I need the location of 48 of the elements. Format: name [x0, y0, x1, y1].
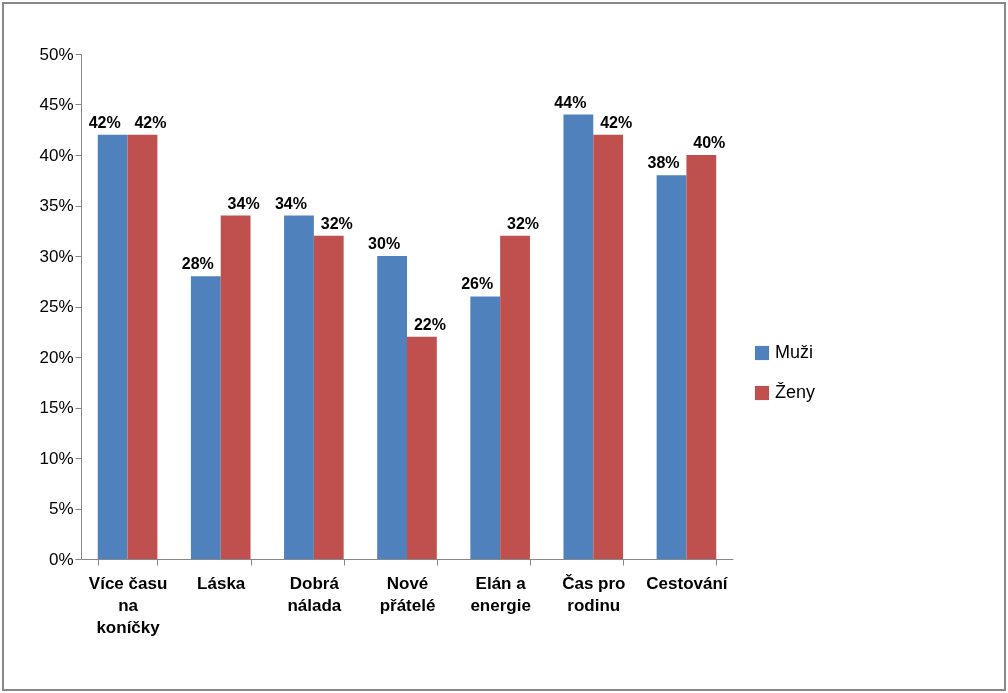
- legend-label: Ženy: [775, 382, 816, 402]
- data-label: 28%: [181, 255, 214, 273]
- data-label: 26%: [461, 275, 494, 293]
- data-label: 44%: [554, 93, 587, 111]
- y-tick-label: 35%: [39, 196, 74, 215]
- data-label: 42%: [134, 113, 167, 131]
- y-tick-label: 10%: [39, 448, 74, 468]
- x-tick-label: Láska: [197, 573, 246, 593]
- bar: [500, 235, 530, 559]
- legend-label: Muži: [775, 342, 814, 362]
- bar: [377, 256, 407, 559]
- data-label: 42%: [600, 113, 633, 131]
- bar: [313, 235, 344, 559]
- data-label: 38%: [647, 154, 680, 172]
- bar: [220, 215, 251, 559]
- y-tick-label: 50%: [39, 44, 74, 64]
- bar: [97, 134, 128, 559]
- x-tick-label: Dobrá nálada: [287, 573, 342, 615]
- data-label: 32%: [320, 214, 353, 232]
- y-tick-label: 5%: [48, 499, 74, 518]
- y-tick-label: 25%: [39, 297, 74, 316]
- data-label: 34%: [274, 194, 307, 212]
- data-label: 22%: [413, 315, 446, 333]
- bar: [563, 114, 594, 559]
- data-label: 34%: [227, 194, 260, 212]
- data-label: 42%: [88, 113, 121, 131]
- bar: [284, 215, 314, 559]
- x-tick-label: Cestování: [646, 573, 729, 593]
- bar: [686, 155, 717, 559]
- y-tick-label: 15%: [39, 398, 74, 417]
- bar: [190, 276, 221, 559]
- x-tick-label: Elán a energie: [470, 573, 531, 615]
- bar: [470, 296, 501, 559]
- x-tick-label: Nové přátelé: [379, 573, 436, 615]
- bar: [407, 336, 437, 559]
- y-tick-label: 0%: [48, 549, 74, 569]
- data-label: 30%: [368, 235, 401, 252]
- bar: [593, 134, 624, 559]
- bar: [127, 134, 158, 559]
- y-tick-label: 45%: [39, 95, 74, 114]
- data-label: 32%: [507, 214, 540, 232]
- y-tick-label: 30%: [39, 246, 74, 266]
- x-tick-label: Čas pro rodinu: [562, 573, 626, 615]
- y-tick-label: 40%: [39, 145, 74, 165]
- data-label: 40%: [693, 134, 726, 151]
- bar: [656, 175, 687, 559]
- x-tick-label: Více času na koníčky: [88, 573, 168, 637]
- y-tick-label: 20%: [39, 347, 74, 367]
